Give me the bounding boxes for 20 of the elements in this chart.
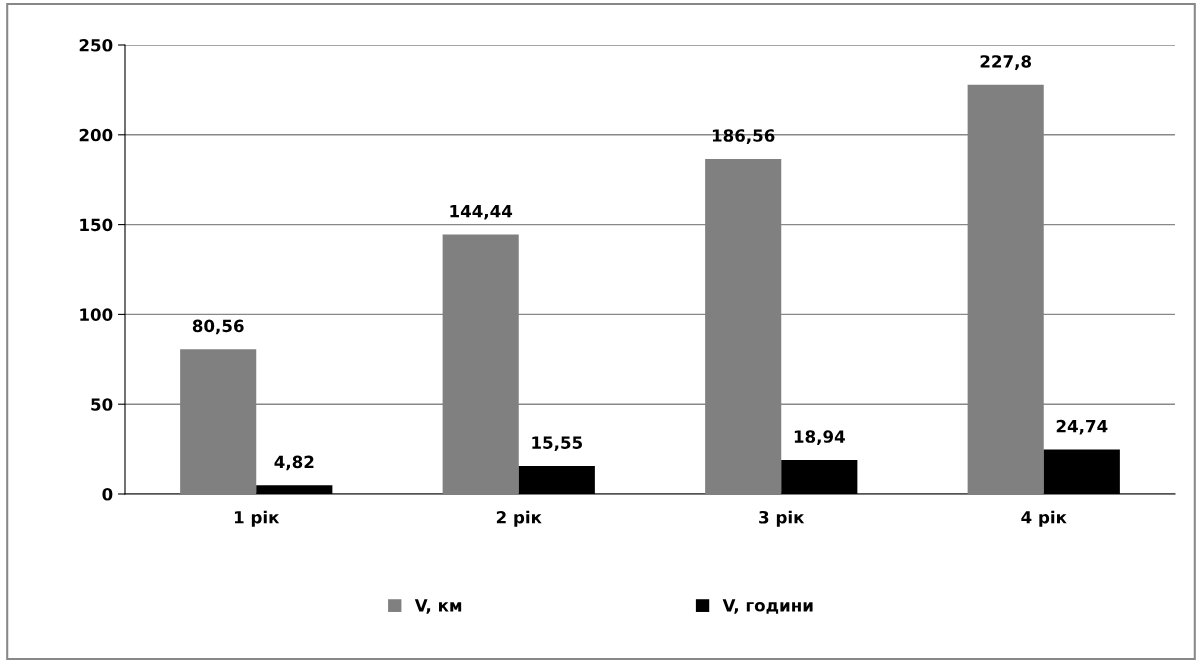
data-label: 186,56 (712, 129, 775, 144)
data-label: 15,55 (532, 436, 583, 452)
data-label: 144,44 (450, 205, 513, 220)
data-label: 227,8 (980, 55, 1032, 70)
y-tick-label: 0 (102, 487, 113, 501)
x-tick-label: 3 рік (759, 510, 805, 527)
data-label: 4,82 (274, 455, 314, 471)
y-tick-label: 250 (79, 38, 113, 52)
x-tick-label: 1 рік (234, 510, 280, 527)
y-tick-label: 150 (80, 218, 113, 232)
y-tick-label: 100 (80, 308, 113, 321)
x-tick-label: 2 рік (496, 510, 542, 527)
data-label: 80,56 (192, 319, 244, 335)
y-tick-label: 200 (79, 128, 113, 142)
x-tick-label: 4 рік (1021, 510, 1067, 527)
legend-label: V, км (414, 599, 462, 614)
legend-label: V, години (722, 599, 813, 614)
y-tick-label: 50 (91, 398, 113, 411)
data-label: 18,94 (794, 430, 845, 445)
data-label: 24,74 (1056, 419, 1108, 435)
